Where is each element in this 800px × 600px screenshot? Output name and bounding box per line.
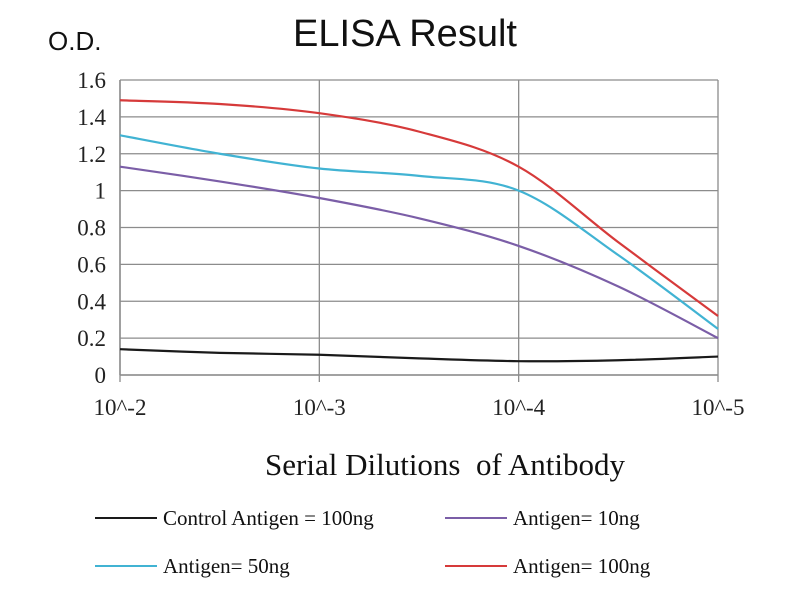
chart-title: ELISA Result bbox=[293, 13, 517, 55]
legend: Control Antigen = 100ng Antigen= 10ng Anti… bbox=[95, 506, 651, 578]
legend-label: Antigen= 100ng bbox=[513, 554, 651, 578]
x-axis-label: Serial Dilutions of Antibody bbox=[265, 447, 625, 482]
y-tick-label: 0.2 bbox=[77, 326, 106, 351]
legend-label: Antigen= 10ng bbox=[513, 506, 640, 530]
y-tick-label: 1 bbox=[95, 179, 107, 204]
legend-label: Control Antigen = 100ng bbox=[163, 506, 374, 530]
series-line bbox=[119, 165, 719, 340]
series-line bbox=[119, 348, 719, 363]
x-tick-label: 10^-3 bbox=[293, 395, 346, 420]
y-tick-label: 1.6 bbox=[77, 68, 106, 93]
series-line bbox=[119, 99, 719, 317]
y-axis-label: O.D. bbox=[48, 26, 101, 56]
x-tick-label: 10^-5 bbox=[692, 395, 745, 420]
series-line bbox=[119, 134, 719, 330]
x-tick-label: 10^-2 bbox=[94, 395, 147, 420]
y-tick-label: 0.6 bbox=[77, 252, 106, 277]
y-tick-label: 1.2 bbox=[77, 142, 106, 167]
y-tick-label: 0 bbox=[95, 363, 107, 388]
x-tick-label: 10^-4 bbox=[492, 395, 545, 420]
plot-area: 0 0.2 0.4 0.6 0.8 1 1.2 1.4 1.6 10^-2 10^-3 10^-4 10… bbox=[77, 68, 744, 420]
y-tick-label: 0.8 bbox=[77, 216, 106, 241]
y-tick-label: 1.4 bbox=[77, 105, 106, 130]
legend-label: Antigen= 50ng bbox=[163, 554, 290, 578]
y-tick-label: 0.4 bbox=[77, 289, 106, 314]
